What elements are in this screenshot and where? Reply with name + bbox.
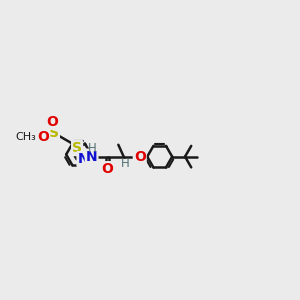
Text: H: H — [121, 157, 130, 170]
Text: H: H — [88, 142, 97, 155]
Text: O: O — [102, 162, 114, 176]
Text: O: O — [37, 130, 49, 144]
Text: CH₃: CH₃ — [16, 132, 36, 142]
Text: O: O — [46, 115, 58, 129]
Text: N: N — [86, 150, 98, 164]
Text: O: O — [134, 150, 146, 164]
Text: N: N — [78, 152, 89, 166]
Text: S: S — [72, 141, 82, 155]
Text: S: S — [49, 126, 59, 140]
